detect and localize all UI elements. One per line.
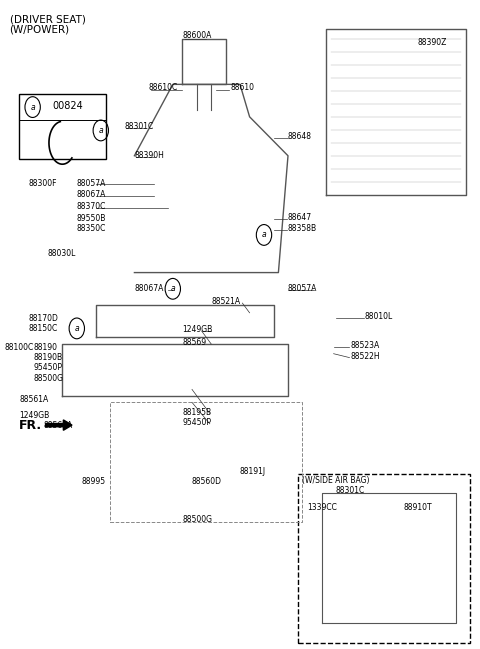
Text: 88648: 88648 <box>288 132 312 141</box>
Text: 88057A: 88057A <box>288 284 317 293</box>
Text: 88301C: 88301C <box>336 486 365 495</box>
Text: 1249GB: 1249GB <box>19 411 49 420</box>
Text: (W/SIDE AIR BAG): (W/SIDE AIR BAG) <box>302 476 370 485</box>
Text: 88150C: 88150C <box>29 324 58 333</box>
Text: 88300F: 88300F <box>29 178 57 188</box>
FancyBboxPatch shape <box>298 474 470 643</box>
Text: 88521A: 88521A <box>211 297 240 306</box>
Text: 88370C: 88370C <box>77 202 106 211</box>
Text: 88390Z: 88390Z <box>418 38 447 47</box>
Text: a: a <box>170 284 175 293</box>
Text: 88910T: 88910T <box>403 503 432 512</box>
Text: 95450P: 95450P <box>182 418 211 427</box>
Text: 88523A: 88523A <box>350 341 380 350</box>
Text: 00824: 00824 <box>53 101 84 111</box>
Text: 88067A: 88067A <box>77 190 106 199</box>
Text: a: a <box>30 103 35 112</box>
FancyArrow shape <box>46 420 72 430</box>
Text: 88190: 88190 <box>34 343 58 352</box>
Text: 88358B: 88358B <box>288 224 317 233</box>
Text: 88500G: 88500G <box>182 515 212 524</box>
Text: 88995: 88995 <box>82 477 106 486</box>
Text: 88600A: 88600A <box>182 31 212 40</box>
Text: 88561A: 88561A <box>19 395 48 404</box>
Text: a: a <box>262 230 266 239</box>
Text: 88030L: 88030L <box>48 249 76 258</box>
Text: 88610C: 88610C <box>149 83 178 92</box>
Text: 88569: 88569 <box>182 338 206 347</box>
Text: 88350C: 88350C <box>77 224 106 233</box>
Text: 88390H: 88390H <box>134 151 164 160</box>
Text: a: a <box>74 324 79 333</box>
Text: a: a <box>98 126 103 135</box>
FancyBboxPatch shape <box>19 94 106 159</box>
Text: 88100C: 88100C <box>5 343 34 352</box>
Text: 88010L: 88010L <box>365 312 393 321</box>
Text: (W/POWER): (W/POWER) <box>10 25 70 34</box>
Text: 88560D: 88560D <box>192 477 222 486</box>
Text: 88647: 88647 <box>288 213 312 222</box>
Text: 88195B: 88195B <box>182 408 212 417</box>
Text: 88170D: 88170D <box>29 313 59 323</box>
Text: 88522H: 88522H <box>350 352 380 361</box>
Text: 1249GB: 1249GB <box>182 325 213 334</box>
Text: 95450P: 95450P <box>34 363 62 373</box>
Text: 1339CC: 1339CC <box>307 503 337 512</box>
Text: 88057A: 88057A <box>77 178 106 188</box>
Text: 88067A: 88067A <box>134 284 164 293</box>
Text: 88610: 88610 <box>230 83 254 92</box>
Text: 89550B: 89550B <box>77 214 106 223</box>
Text: FR.: FR. <box>19 419 42 432</box>
Text: 88561A: 88561A <box>43 421 72 430</box>
Text: 88191J: 88191J <box>240 467 266 476</box>
Text: 88500G: 88500G <box>34 374 63 383</box>
Text: (DRIVER SEAT): (DRIVER SEAT) <box>10 14 85 24</box>
Text: 88190B: 88190B <box>34 353 63 362</box>
Text: 88301C: 88301C <box>125 122 154 131</box>
